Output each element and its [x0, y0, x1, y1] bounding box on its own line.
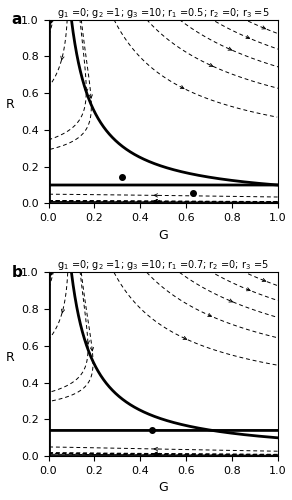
Title: g$_1$ =0; g$_2$ =1; g$_3$ =10; r$_1$ =0.7; r$_2$ =0; r$_3$ =5: g$_1$ =0; g$_2$ =1; g$_3$ =10; r$_1$ =0.…	[57, 258, 269, 272]
Y-axis label: R: R	[6, 98, 14, 112]
Y-axis label: R: R	[6, 351, 14, 364]
Text: b: b	[12, 265, 23, 280]
Text: a: a	[12, 12, 22, 27]
X-axis label: G: G	[158, 228, 168, 241]
X-axis label: G: G	[158, 482, 168, 494]
Title: g$_1$ =0; g$_2$ =1; g$_3$ =10; r$_1$ =0.5; r$_2$ =0; r$_3$ =5: g$_1$ =0; g$_2$ =1; g$_3$ =10; r$_1$ =0.…	[57, 6, 269, 20]
